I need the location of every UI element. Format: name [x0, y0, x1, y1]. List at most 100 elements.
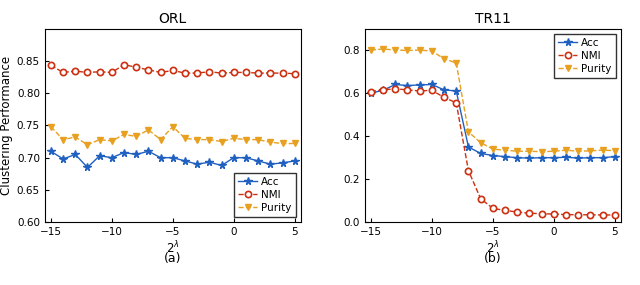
NMI — [181, 71, 189, 75]
Purity — [416, 48, 424, 52]
Acc — [452, 89, 460, 93]
Purity — [611, 149, 618, 152]
Purity — [132, 135, 140, 138]
Acc — [145, 150, 152, 153]
NMI — [193, 71, 201, 75]
Acc — [428, 83, 436, 86]
Acc — [169, 156, 177, 159]
Acc — [525, 156, 533, 160]
Purity — [254, 138, 262, 141]
Purity — [380, 47, 387, 51]
NMI — [489, 207, 497, 210]
Acc — [266, 162, 274, 166]
Acc — [392, 83, 399, 86]
Acc — [230, 156, 237, 159]
NMI — [120, 63, 128, 66]
Acc — [291, 159, 298, 163]
NMI — [611, 213, 618, 217]
Acc — [157, 156, 164, 159]
Acc — [501, 155, 509, 158]
Purity — [489, 147, 497, 151]
NMI — [598, 213, 606, 217]
Acc — [254, 159, 262, 163]
Purity — [428, 49, 436, 53]
Purity — [586, 149, 594, 152]
NMI — [404, 88, 412, 91]
NMI — [513, 210, 521, 214]
NMI — [84, 71, 92, 74]
Acc — [416, 83, 424, 87]
NMI — [230, 71, 237, 74]
Acc — [193, 162, 201, 166]
Purity — [84, 143, 92, 146]
Purity — [452, 61, 460, 65]
Acc — [367, 91, 375, 95]
Purity — [525, 150, 533, 153]
NMI — [380, 88, 387, 91]
Acc — [477, 152, 484, 155]
Acc — [96, 154, 104, 158]
Purity — [550, 150, 557, 153]
Purity — [120, 133, 128, 136]
Acc — [538, 156, 545, 159]
Purity — [218, 140, 225, 143]
NMI — [60, 71, 67, 74]
NMI — [550, 212, 557, 216]
Purity — [477, 141, 484, 144]
Acc — [598, 156, 606, 159]
Purity — [145, 128, 152, 132]
Purity — [230, 137, 237, 140]
Line: NMI: NMI — [48, 62, 298, 77]
Acc — [132, 153, 140, 156]
Title: TR11: TR11 — [475, 12, 511, 26]
Acc — [108, 156, 116, 159]
Title: ORL: ORL — [159, 12, 187, 26]
Purity — [278, 142, 286, 145]
Acc — [611, 155, 618, 158]
Line: NMI: NMI — [368, 86, 618, 218]
Line: Purity: Purity — [368, 46, 618, 155]
NMI — [574, 213, 582, 217]
Purity — [392, 48, 399, 52]
Acc — [205, 160, 213, 164]
Line: Purity: Purity — [48, 124, 298, 148]
Line: Acc: Acc — [367, 81, 618, 162]
NMI — [477, 197, 484, 200]
NMI — [465, 169, 472, 172]
Purity — [242, 138, 250, 141]
Purity — [169, 125, 177, 129]
Acc — [574, 156, 582, 160]
NMI — [254, 71, 262, 75]
NMI — [132, 66, 140, 69]
Purity — [108, 139, 116, 142]
Text: (b): (b) — [484, 252, 502, 265]
Purity — [181, 137, 189, 140]
Acc — [550, 156, 557, 159]
Legend: Acc, NMI, Purity: Acc, NMI, Purity — [554, 34, 616, 78]
NMI — [392, 87, 399, 91]
Acc — [47, 150, 55, 153]
Purity — [266, 141, 274, 144]
Purity — [96, 138, 104, 141]
NMI — [538, 212, 545, 215]
Y-axis label: Clustering Performance: Clustering Performance — [0, 56, 13, 195]
Acc — [242, 156, 250, 159]
Purity — [47, 125, 55, 129]
NMI — [157, 71, 164, 74]
Acc — [440, 88, 448, 91]
Purity — [193, 138, 201, 141]
Purity — [562, 148, 570, 152]
Acc — [84, 166, 92, 169]
Acc — [72, 153, 79, 156]
Text: (a): (a) — [164, 252, 182, 265]
X-axis label: $2^\lambda$: $2^\lambda$ — [166, 240, 180, 256]
NMI — [562, 213, 570, 216]
Acc — [278, 161, 286, 164]
Line: Acc: Acc — [47, 147, 298, 171]
Acc — [120, 151, 128, 154]
Acc — [586, 156, 594, 159]
Purity — [598, 148, 606, 152]
NMI — [47, 64, 55, 67]
Purity — [538, 150, 545, 153]
NMI — [416, 89, 424, 93]
